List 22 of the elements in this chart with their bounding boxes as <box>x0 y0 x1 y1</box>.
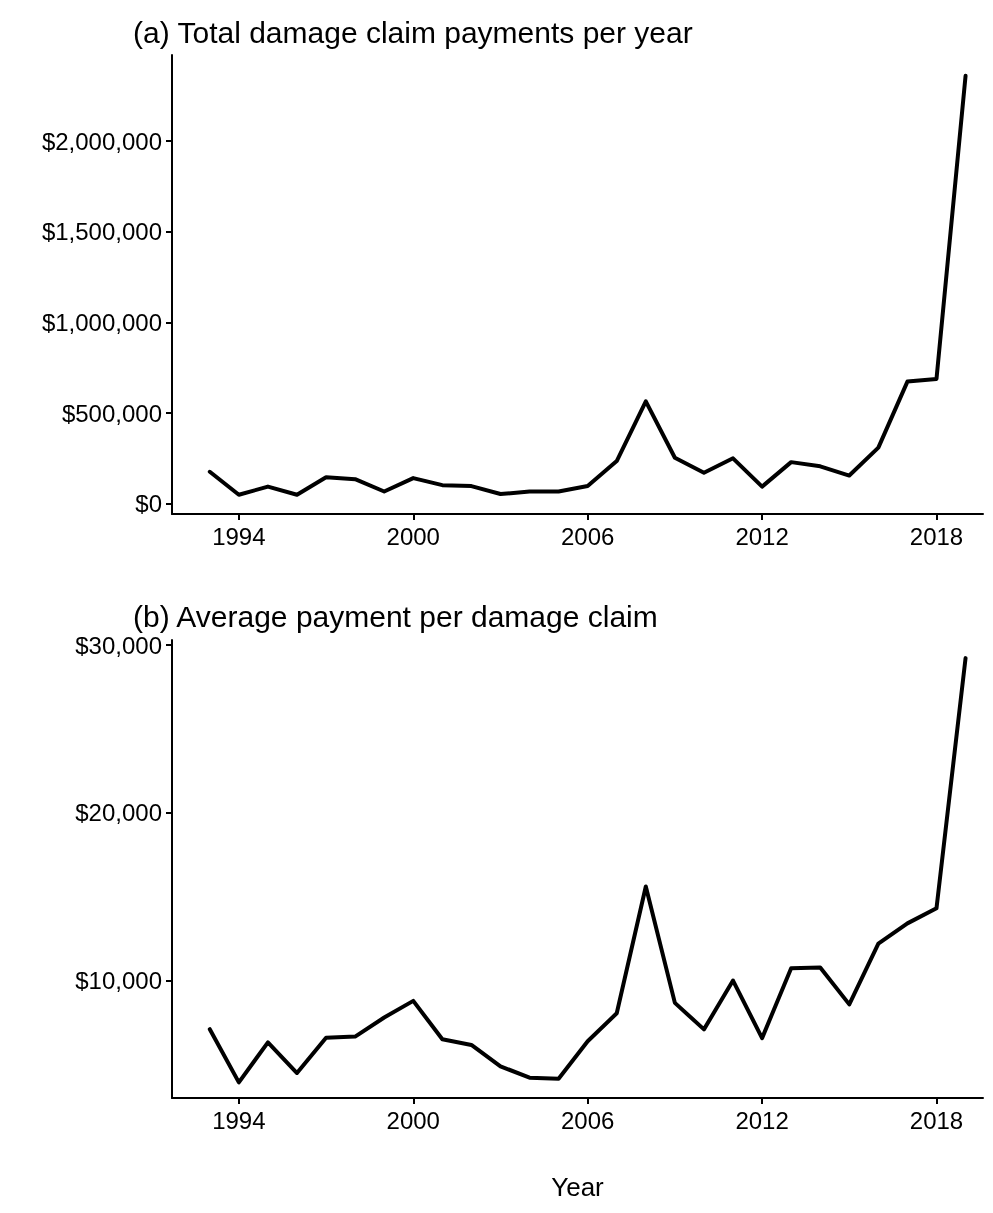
chart-title: (b) Average payment per damage claim <box>133 599 658 633</box>
x-tick-label: 1994 <box>212 522 266 550</box>
chart-title: (a) Total damage claim payments per year <box>133 15 693 49</box>
x-tick-label: 2018 <box>909 1106 964 1134</box>
y-tick-label: $20,000 <box>75 799 162 827</box>
x-tick-label: 2006 <box>560 522 615 550</box>
y-tick-label: $500,000 <box>61 399 162 427</box>
x-axis-title: Year <box>551 1172 605 1202</box>
x-tick-label: 2018 <box>909 522 964 550</box>
x-tick-label: 1994 <box>212 1106 266 1134</box>
x-tick-label: 2000 <box>386 522 440 550</box>
x-tick-label: 2000 <box>386 1106 440 1134</box>
y-tick-label: $0 <box>135 490 162 518</box>
y-tick-label: $10,000 <box>75 967 162 995</box>
x-tick-label: 2012 <box>735 1106 789 1134</box>
line-series <box>207 656 968 1085</box>
y-tick-label: $1,500,000 <box>41 218 162 246</box>
line-series <box>207 73 968 497</box>
x-tick-label: 2006 <box>560 1106 615 1134</box>
y-tick-label: $1,000,000 <box>41 308 162 336</box>
y-tick-label: $2,000,000 <box>41 127 162 155</box>
x-tick-label: 2012 <box>735 522 789 550</box>
